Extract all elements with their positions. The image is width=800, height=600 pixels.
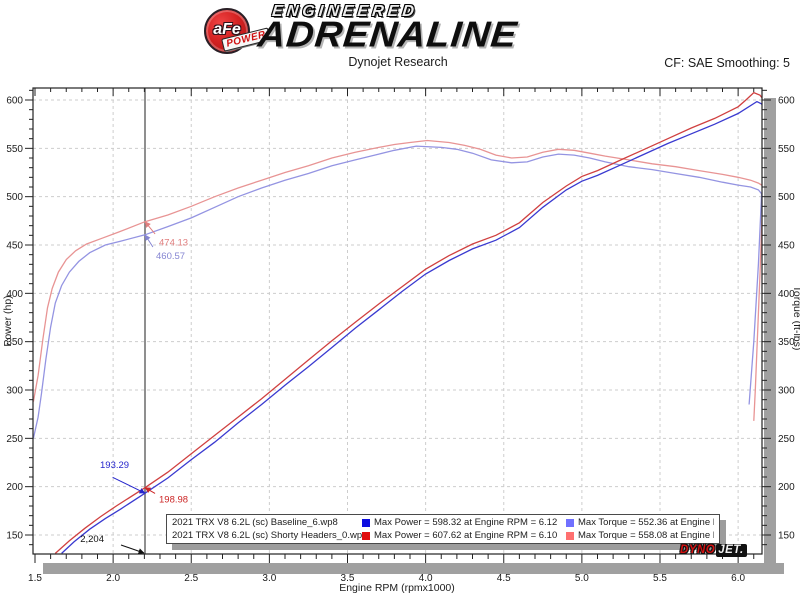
svg-text:250: 250	[778, 434, 795, 445]
left-axis-label: Power (hp)	[2, 295, 14, 346]
svg-text:1.5: 1.5	[28, 573, 42, 584]
legend-row-baseline: 2021 TRX V8 6.2L (sc) Baseline_6.wp8 Max…	[167, 516, 719, 529]
annotation-value: 198.98	[159, 495, 188, 506]
dyno-curves	[33, 91, 762, 554]
baseline-torque-swatch	[566, 518, 574, 527]
svg-text:500: 500	[6, 192, 23, 203]
plot-border	[32, 87, 763, 555]
svg-text:4.0: 4.0	[419, 573, 433, 584]
svg-text:350: 350	[778, 337, 795, 348]
baseline-max-power: Max Power = 598.32 at Engine RPM = 6.12	[374, 517, 558, 528]
svg-text:350: 350	[6, 337, 23, 348]
legend-file-name: 2021 TRX V8 6.2L (sc) Baseline_6.wp8	[172, 517, 338, 528]
cursor-annotations: 474.13 460.57 193.29 198.98 2,204	[80, 221, 188, 555]
svg-text:6.0: 6.0	[731, 573, 745, 584]
svg-text:500: 500	[778, 192, 795, 203]
chart-title: Dynojet Research	[348, 55, 448, 69]
curve-baseline-power-hp-	[61, 100, 762, 554]
svg-text:400: 400	[778, 289, 795, 300]
dynojet-logo: DYNO JET.	[679, 543, 747, 557]
cursor-rpm-value: 2,204	[80, 534, 104, 545]
svg-text:250: 250	[6, 434, 23, 445]
svg-text:3.5: 3.5	[341, 573, 355, 584]
svg-text:450: 450	[778, 241, 795, 252]
svg-text:200: 200	[6, 482, 23, 493]
svg-text:550: 550	[778, 144, 795, 155]
header: aFe POWER ENGINEERED ADRENALINE Dynojet …	[0, 0, 800, 80]
axis-ticks	[25, 88, 771, 563]
smoothing-setting-label: CF: SAE Smoothing: 5	[664, 56, 790, 70]
svg-text:5.0: 5.0	[575, 573, 589, 584]
svg-text:400: 400	[6, 289, 23, 300]
svg-text:3.0: 3.0	[262, 573, 276, 584]
headers-max-power: Max Power = 607.62 at Engine RPM = 6.10	[374, 530, 558, 541]
svg-text:450: 450	[6, 241, 23, 252]
curve-baseline-torque-ft-lbs-	[33, 145, 762, 439]
headers-max-torque: Max Torque = 558.08 at Engine RPM = 4.01	[578, 530, 714, 541]
curve-shorty-headers-power-hp-	[54, 91, 762, 554]
baseline-max-torque: Max Torque = 552.36 at Engine RPM = 3.94	[578, 517, 714, 528]
svg-text:2.0: 2.0	[106, 573, 120, 584]
svg-text:300: 300	[6, 386, 23, 397]
headers-torque-swatch	[566, 531, 574, 540]
legend-row-shorty-headers: 2021 TRX V8 6.2L (sc) Shorty Headers_0.w…	[167, 529, 719, 542]
legend-box: 2021 TRX V8 6.2L (sc) Baseline_6.wp8 Max…	[166, 514, 720, 544]
svg-text:4.5: 4.5	[497, 573, 511, 584]
svg-text:600: 600	[778, 96, 795, 107]
svg-text:5.5: 5.5	[653, 573, 667, 584]
svg-text:550: 550	[6, 144, 23, 155]
baseline-power-swatch	[362, 518, 370, 527]
chart-shadow	[43, 98, 784, 574]
right-axis-label: Torque (ft-lbs)	[791, 286, 800, 351]
axis-titles: Engine RPM (rpmx1000) Power (hp) Torque (f…	[2, 286, 800, 594]
x-axis-label: Engine RPM (rpmx1000)	[339, 582, 455, 594]
dynojet-logo-dyno: DYNO	[680, 544, 716, 556]
svg-text:200: 200	[778, 482, 795, 493]
svg-text:300: 300	[778, 386, 795, 397]
curve-shorty-headers-torque-ft-lbs-	[33, 139, 762, 421]
dynojet-logo-jet: JET.	[716, 543, 747, 557]
annotation-value: 460.57	[156, 251, 185, 262]
legend-file-name: 2021 TRX V8 6.2L (sc) Shorty Headers_0.w…	[172, 530, 362, 541]
svg-text:600: 600	[6, 96, 23, 107]
svg-text:150: 150	[778, 531, 795, 542]
annotation-value: 474.13	[159, 238, 188, 249]
svg-text:150: 150	[6, 531, 23, 542]
afe-logo-text: aFe	[213, 21, 241, 38]
axis-tick-labels: 1.5 2.0 2.5 3.0 3.5 4.0 4.5 5.0 5.5 6.0 150 150 200 2…	[6, 96, 795, 585]
svg-text:2.5: 2.5	[184, 573, 198, 584]
headers-power-swatch	[362, 531, 370, 540]
annotation-value: 193.29	[100, 460, 129, 471]
gridlines	[33, 88, 762, 554]
